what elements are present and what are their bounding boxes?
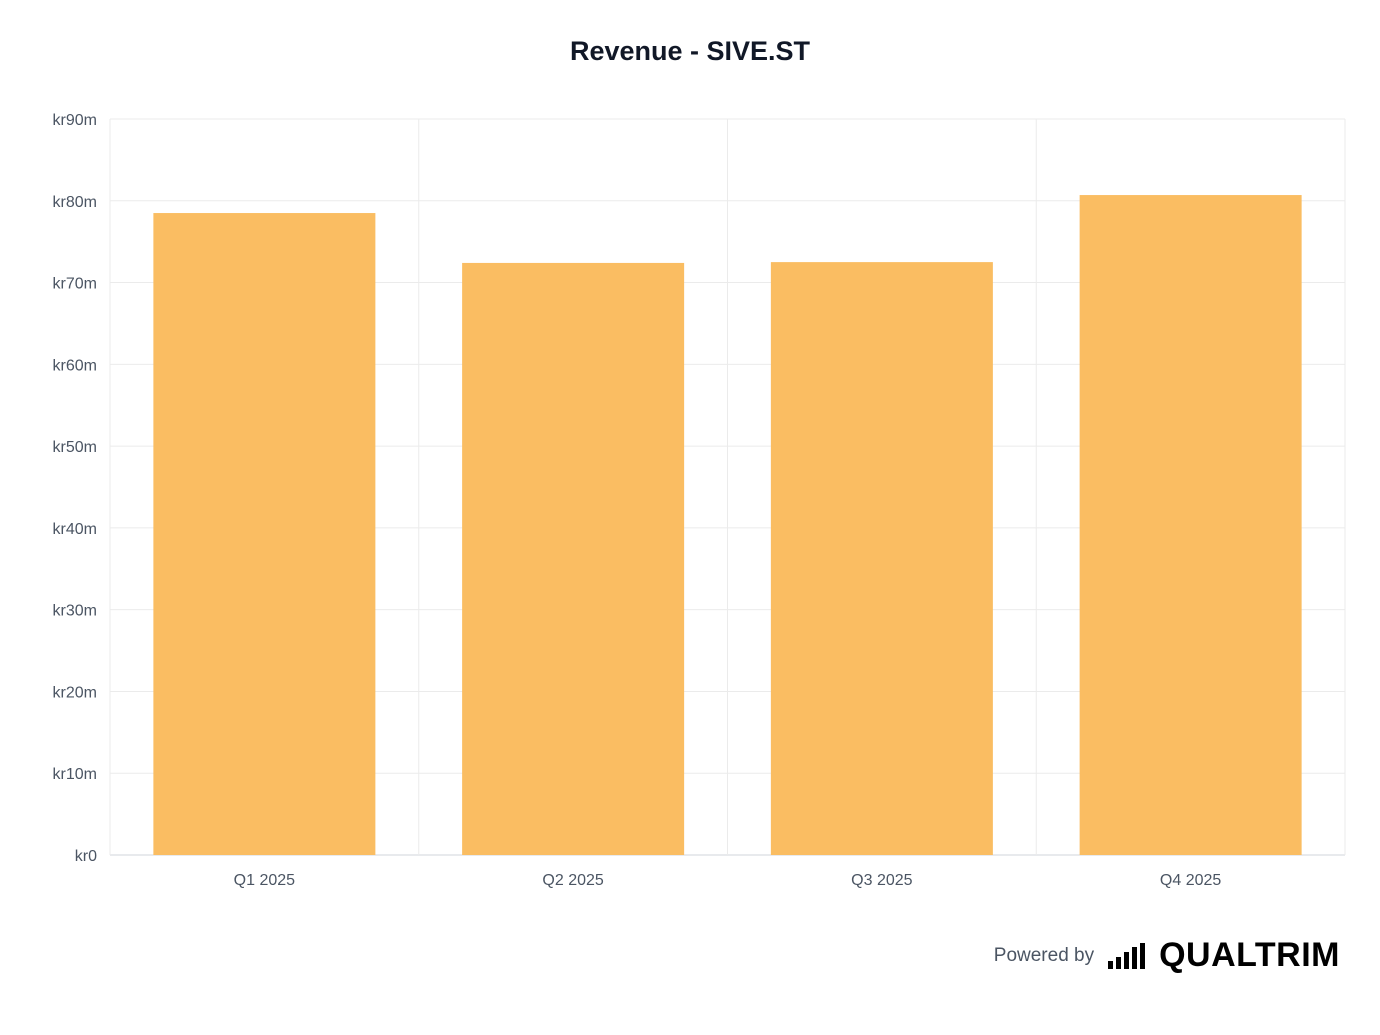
bar-q4-2025 (1079, 195, 1302, 855)
y-tick-label: kr10m (53, 766, 97, 783)
y-tick-label: kr50m (53, 439, 97, 456)
y-tick-label: kr90m (53, 112, 97, 129)
chart-title: Revenue - SIVE.ST (569, 36, 811, 66)
x-tick-label: Q3 2025 (851, 872, 912, 889)
x-tick-label: Q4 2025 (1160, 872, 1221, 889)
bar-q2-2025 (462, 262, 685, 855)
y-tick-label: kr70m (53, 276, 97, 293)
bar-q1-2025 (153, 213, 376, 856)
y-tick-label: kr0 (75, 848, 97, 865)
x-tick-label: Q2 2025 (542, 872, 603, 889)
y-tick-label: kr40m (53, 521, 97, 538)
y-tick-label: kr60m (53, 357, 97, 374)
signal-bars-icon (1108, 942, 1146, 969)
qualtrim-logo: QUALTRIM (1159, 936, 1340, 974)
x-tick-label: Q1 2025 (234, 872, 295, 889)
bar-q3-2025 (770, 262, 993, 856)
y-tick-label: kr80m (53, 194, 97, 211)
y-tick-label: kr20m (53, 684, 97, 701)
y-tick-label: kr30m (53, 603, 97, 620)
revenue-bar-chart: kr0 kr10m kr20m kr30m kr40m kr50m kr60m kr70m kr… (53, 112, 1346, 889)
footer: Powered by QUALTRIM (994, 936, 1340, 975)
powered-by-label: Powered by (993, 944, 1095, 966)
